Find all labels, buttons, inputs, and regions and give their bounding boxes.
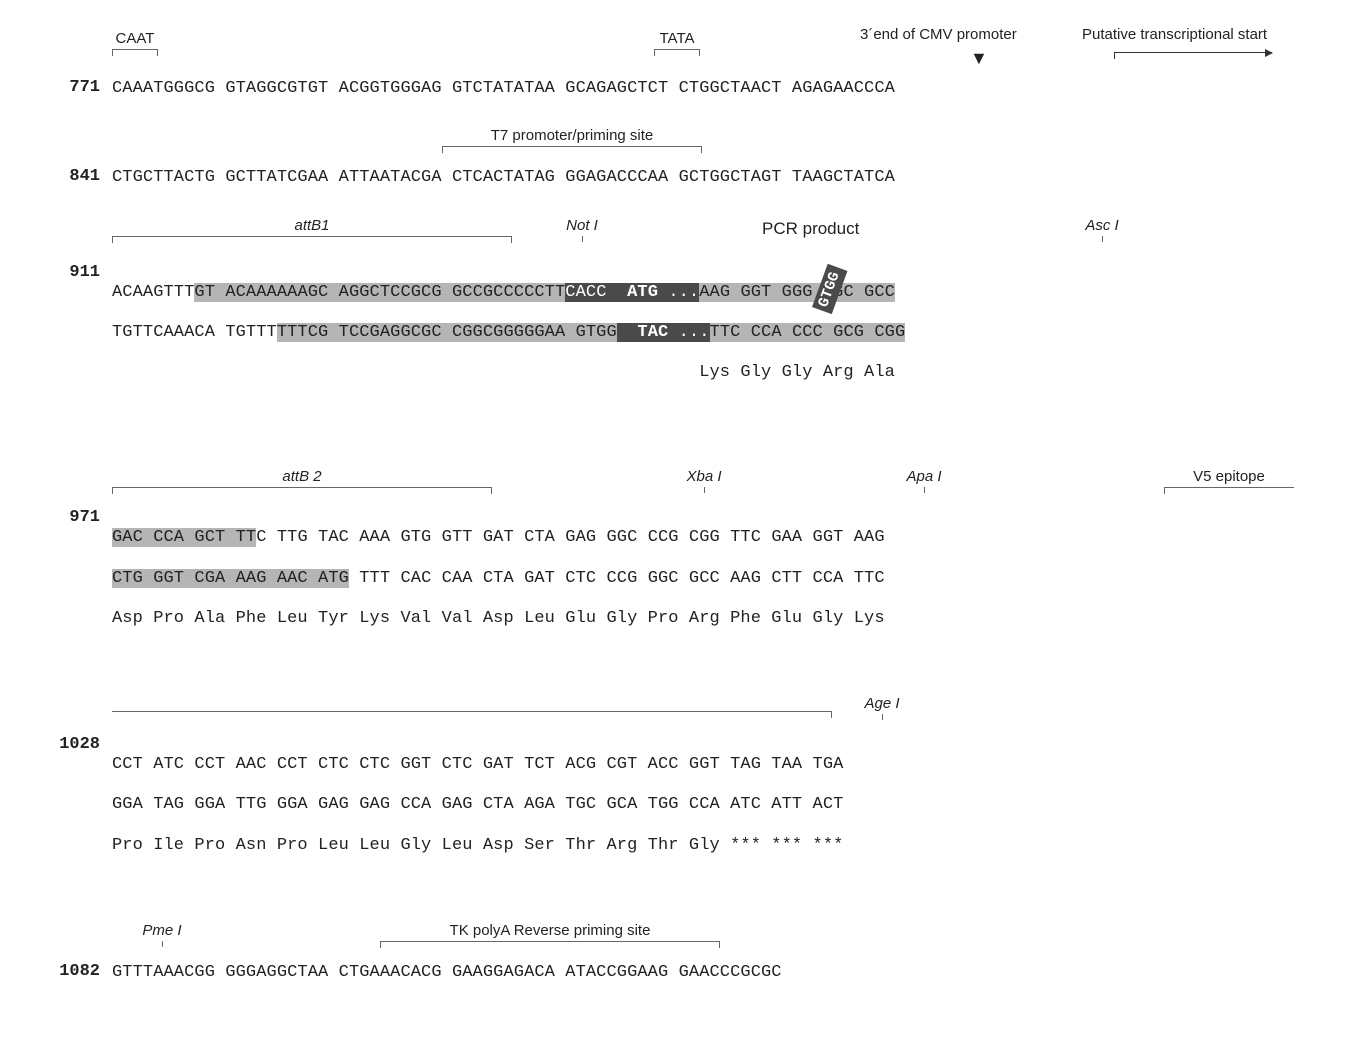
label-v5: V5 epitope — [1164, 468, 1294, 485]
annotations-971: attB 2 Xba I Apa I V5 epitope — [112, 468, 1326, 508]
sequence-row-841: T7 promoter/priming site 841 CTGCTTACTG … — [40, 127, 1326, 188]
annot-tss: Putative transcriptional start — [1082, 26, 1267, 45]
annot-agei: Age I — [860, 695, 904, 720]
annot-xbai: Xba I — [682, 468, 726, 493]
label-noti: Not I — [560, 217, 604, 234]
label-tata: TATA — [654, 30, 700, 47]
annot-v5: V5 epitope — [1164, 468, 1294, 494]
annot-attb2: attB 2 — [112, 468, 492, 494]
annotations-911: attB1 Not I PCR product Asc I — [112, 217, 1326, 263]
annotations-841: T7 promoter/priming site — [112, 127, 1326, 167]
label-pcr: PCR product — [762, 219, 859, 239]
label-cmv: 3´end of CMV promoter — [860, 26, 1017, 43]
annot-pcr-product: PCR product — [762, 219, 859, 241]
sequence-row-1082: Pme I TK polyA Reverse priming site 1082… — [40, 922, 1326, 983]
label-asci: Asc I — [1080, 217, 1124, 234]
label-agei: Age I — [860, 695, 904, 712]
label-pmei: Pme I — [140, 922, 184, 939]
row-number: 771 — [40, 78, 112, 97]
sequence-row-771: CAAT TATA 3´end of CMV promoter ▼ Putati… — [40, 30, 1326, 99]
annot-v5-cont — [112, 711, 832, 718]
sequence-row-1028: Age I 1028 CCT ATC CCT AAC CCT CTC CTC G… — [40, 695, 1326, 894]
arrowhead-icon: ▼ — [970, 48, 988, 69]
annot-cmv-end: 3´end of CMV promoter — [860, 26, 1017, 45]
sequence-row-911: attB1 Not I PCR product Asc I 911 ACAAGT… — [40, 217, 1326, 441]
annot-caat: CAAT — [112, 30, 158, 56]
annotations-1028: Age I — [112, 695, 1326, 735]
annot-noti: Not I — [560, 217, 604, 242]
annot-tk-polya: TK polyA Reverse priming site — [380, 922, 720, 948]
annotations-1082: Pme I TK polyA Reverse priming site — [112, 922, 1326, 962]
label-xbai: Xba I — [682, 468, 726, 485]
row-number: 911 — [40, 263, 112, 282]
annot-asci: Asc I — [1080, 217, 1124, 242]
sequence-text: GTTTAAACGG GGGAGGCTAA CTGAAACACG GAAGGAG… — [112, 962, 782, 983]
row-number: 1082 — [40, 962, 112, 981]
annot-t7: T7 promoter/priming site — [442, 127, 702, 153]
label-tss: Putative transcriptional start — [1082, 26, 1267, 43]
sequence-text: CCT ATC CCT AAC CCT CTC CTC GGT CTC GAT … — [112, 735, 843, 894]
annot-tata: TATA — [654, 30, 700, 56]
label-t7: T7 promoter/priming site — [442, 127, 702, 144]
sequence-text: CTGCTTACTG GCTTATCGAA ATTAATACGA CTCACTA… — [112, 167, 895, 188]
annot-pmei: Pme I — [140, 922, 184, 947]
label-caat: CAAT — [112, 30, 158, 47]
sequence-text: CAAATGGGCG GTAGGCGTGT ACGGTGGGAG GTCTATA… — [112, 78, 895, 99]
annot-attb1: attB1 — [112, 217, 512, 243]
annot-apai: Apa I — [902, 468, 946, 493]
label-tk: TK polyA Reverse priming site — [380, 922, 720, 939]
tss-arrow-icon — [1114, 52, 1272, 53]
label-attb2: attB 2 — [112, 468, 492, 485]
label-attb1: attB1 — [112, 217, 512, 234]
annotations-771: CAAT TATA 3´end of CMV promoter ▼ Putati… — [112, 30, 1326, 78]
row-number: 841 — [40, 167, 112, 186]
sequence-text: GAC CCA GCT TTC TTG TAC AAA GTG GTT GAT … — [112, 508, 885, 667]
sequence-row-971: attB 2 Xba I Apa I V5 epitope 971 GAC CC… — [40, 468, 1326, 667]
label-apai: Apa I — [902, 468, 946, 485]
row-number: 971 — [40, 508, 112, 527]
sequence-text: ACAAGTTTGT ACAAAAAAGC AGGCTCCGCG GCCGCCC… — [112, 263, 905, 441]
row-number: 1028 — [40, 735, 112, 754]
